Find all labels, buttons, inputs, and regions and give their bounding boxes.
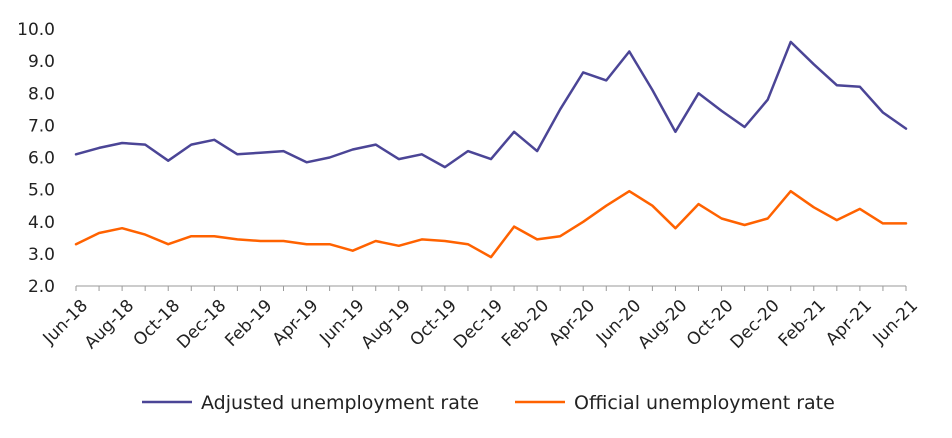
y-tick-label: 9.0	[28, 52, 55, 72]
y-tick-label: 4.0	[28, 213, 55, 233]
x-tick-label: Jun-21	[869, 296, 922, 349]
y-tick-label: 5.0	[28, 181, 55, 201]
legend-label: Official unemployment rate	[574, 392, 835, 414]
y-axis: 2.0 3.0 4.0 5.0 6.0 7.0 8.0 9.0 10.0	[17, 20, 55, 297]
x-tick-label: Aug-19	[358, 296, 415, 353]
y-tick-label: 2.0	[28, 277, 55, 297]
x-tick-label: Feb-20	[498, 296, 553, 351]
y-tick-label: 10.0	[17, 20, 55, 40]
x-tick-label: Aug-20	[634, 296, 691, 353]
y-tick-label: 8.0	[28, 84, 55, 104]
x-tick-label: Aug-18	[81, 296, 138, 353]
x-tick-label: Dec-18	[173, 296, 230, 353]
x-tick-label: Apr-21	[822, 296, 876, 350]
y-tick-label: 6.0	[28, 149, 55, 169]
x-tick-label: Dec-19	[450, 296, 507, 353]
legend: Adjusted unemployment rate Official unemp…	[142, 392, 835, 414]
series-lines	[74, 40, 908, 259]
series-line	[74, 40, 908, 169]
x-tick-label: Feb-19	[221, 296, 276, 351]
x-tick-label: Feb-21	[775, 296, 830, 351]
y-tick-label: 3.0	[28, 245, 55, 265]
x-tick-label: Apr-19	[269, 296, 323, 350]
y-tick-label: 7.0	[28, 116, 55, 136]
x-tick-label: Apr-20	[545, 296, 599, 350]
x-tick-label: Dec-20	[727, 296, 784, 353]
legend-label: Adjusted unemployment rate	[201, 392, 479, 414]
x-axis: Jun-18Aug-18Oct-18Dec-18Feb-19Apr-19Jun-…	[39, 285, 922, 353]
series-line	[74, 189, 908, 259]
